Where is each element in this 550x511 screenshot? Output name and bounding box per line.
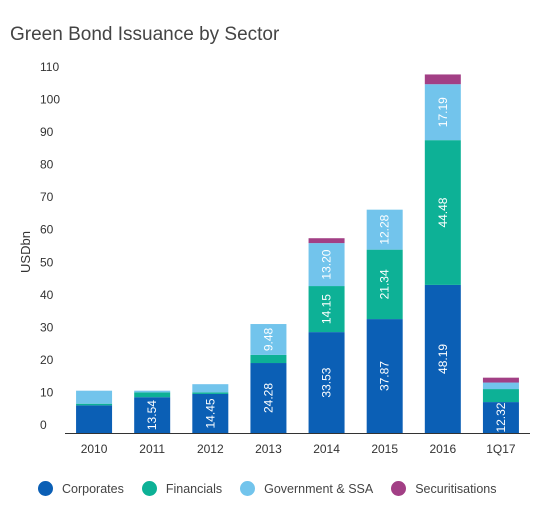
- bar-segment-corporates-2013: [250, 363, 287, 433]
- bar-segment-corporates-2012: [192, 393, 229, 433]
- bar-segment-government-ssa-2016: [424, 84, 461, 141]
- bar-segment-government-ssa-2010: [76, 390, 113, 404]
- bar-segment-securitisations-2014: [308, 238, 345, 244]
- y-tick-label: 80: [40, 158, 54, 172]
- bar-segment-financials-2012: [192, 392, 229, 394]
- stacked-bar-chart: 0 10 20 30 40 50 60 70 80 90 100 110 13.54 14.45 24.2…: [18, 60, 530, 456]
- x-tick-label: 2010: [81, 442, 108, 456]
- data-label: 14.45: [203, 398, 217, 428]
- y-tick-label: 0: [40, 418, 47, 432]
- bar-segment-government-ssa-2015: [366, 209, 403, 250]
- bar-segment-corporates-2014: [308, 332, 345, 433]
- y-tick-label: 60: [40, 223, 54, 237]
- bar-segment-financials-1q17: [482, 389, 519, 403]
- data-label: 14.15: [320, 294, 334, 324]
- y-axis-label: USDbn: [18, 231, 33, 273]
- x-tick-label: 2013: [255, 442, 282, 456]
- x-axis-ticks: 2010 2011 2012 2013 2014 2015 2016 1Q17: [81, 442, 516, 456]
- x-tick-label: 2012: [197, 442, 224, 456]
- bar-segment-financials-2016: [424, 140, 461, 285]
- bar-segment-corporates-2010: [76, 405, 113, 433]
- legend-item-government-ssa[interactable]: Government & SSA: [240, 481, 373, 496]
- y-tick-label: 10: [40, 385, 54, 399]
- legend-label: Securitisations: [415, 481, 497, 496]
- bar-segment-financials-2011: [134, 392, 171, 398]
- y-tick-label: 110: [40, 60, 59, 74]
- data-label: 21.34: [378, 269, 392, 299]
- y-tick-label: 30: [40, 320, 54, 334]
- bar-segment-corporates-2016: [424, 284, 461, 433]
- bar-segment-financials-2013: [250, 354, 287, 364]
- legend: Corporates Financials Government & SSA Secu…: [38, 481, 515, 496]
- bar-segment-financials-2014: [308, 286, 345, 333]
- legend-label: Financials: [165, 481, 223, 496]
- data-label: 13.20: [320, 249, 334, 279]
- data-label: 24.28: [261, 383, 275, 413]
- y-tick-label: 20: [40, 353, 54, 367]
- legend-swatch: [141, 481, 157, 496]
- y-tick-label: 100: [40, 93, 60, 107]
- data-label: 37.87: [378, 361, 392, 391]
- bar-segment-government-ssa-2011: [134, 390, 171, 393]
- data-label: 48.19: [436, 344, 450, 374]
- bar-segment-financials-2015: [366, 249, 403, 320]
- x-tick-label: 2015: [371, 442, 398, 456]
- bar-segment-corporates-2015: [366, 319, 403, 433]
- legend-swatch: [240, 481, 256, 496]
- legend-item-corporates[interactable]: Corporates: [38, 481, 124, 496]
- bar-segment-corporates-2011: [134, 397, 171, 433]
- bar-segment-government-ssa-2013: [250, 324, 287, 355]
- legend-label: Government & SSA: [264, 481, 374, 496]
- legend-swatch: [391, 481, 407, 496]
- data-label: 17.19: [436, 97, 450, 127]
- bar-segment-government-ssa-1q17: [482, 382, 519, 390]
- x-tick-label: 2014: [313, 442, 340, 456]
- legend-swatch: [38, 481, 53, 496]
- legend-label: Corporates: [62, 481, 124, 496]
- y-tick-label: 90: [40, 125, 54, 139]
- legend-item-securitisations[interactable]: Securitisations: [391, 481, 497, 496]
- chart-title: Green Bond Issuance by Sector: [10, 24, 280, 45]
- x-tick-label: 2011: [139, 442, 165, 456]
- y-tick-label: 50: [40, 255, 54, 269]
- bar-segment-corporates-1q17: [482, 402, 519, 433]
- bar-segment-government-ssa-2014: [308, 243, 345, 287]
- x-tick-label: 2016: [429, 442, 456, 456]
- data-label: 12.28: [378, 214, 392, 244]
- bar-segment-financials-2010: [76, 403, 113, 406]
- bar-segment-government-ssa-2012: [192, 384, 229, 393]
- data-label: 9.48: [261, 327, 275, 351]
- bars: [76, 74, 519, 433]
- data-label: 13.54: [145, 400, 159, 430]
- bar-segment-securitisations-2016: [424, 74, 461, 85]
- y-axis-ticks: 0 10 20 30 40 50 60 70 80 90 100 110: [40, 60, 60, 432]
- data-label: 12.32: [494, 402, 508, 432]
- data-label: 44.48: [436, 197, 450, 227]
- data-labels: 13.54 14.45 24.28 9.48 33.53 14.15 13.20 37.87 2…: [145, 97, 508, 433]
- data-label: 33.53: [320, 367, 334, 397]
- y-tick-label: 40: [40, 288, 54, 302]
- bar-segment-securitisations-1q17: [482, 377, 519, 383]
- legend-item-financials[interactable]: Financials: [141, 481, 223, 496]
- x-tick-label: 1Q17: [486, 442, 516, 456]
- y-tick-label: 70: [40, 190, 54, 204]
